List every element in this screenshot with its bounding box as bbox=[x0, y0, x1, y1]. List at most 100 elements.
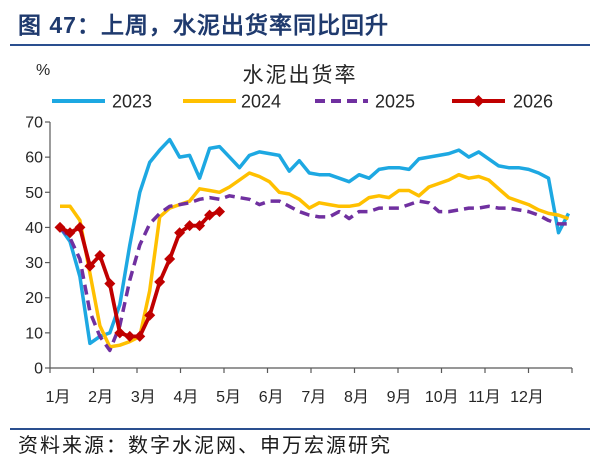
x-tick-label-12: 12月 bbox=[510, 389, 544, 406]
data-point-2025-48 bbox=[527, 210, 530, 213]
data-point-2026-8 bbox=[124, 330, 136, 342]
y-axis-unit-label: % bbox=[36, 62, 50, 79]
y-tick-label-10: 10 bbox=[25, 325, 43, 342]
data-point-2026-6 bbox=[104, 278, 116, 290]
data-point-2023-35 bbox=[397, 166, 400, 169]
data-point-2025-9 bbox=[138, 244, 141, 247]
data-point-2025-24 bbox=[288, 205, 291, 208]
data-point-2023-43 bbox=[477, 150, 480, 153]
data-point-2023-10 bbox=[148, 161, 151, 164]
data-point-2024-50 bbox=[547, 212, 550, 215]
series-line-2023 bbox=[58, 137, 571, 346]
data-point-2025-20 bbox=[248, 198, 251, 201]
data-point-2023-16 bbox=[208, 147, 211, 150]
x-tick-label-9: 9月 bbox=[387, 389, 412, 406]
data-point-2023-32 bbox=[368, 177, 371, 180]
data-point-2023-20 bbox=[248, 154, 251, 157]
axes: 0 10 20 30 40 50 60 70 1月 2月 3月 4月 5月 6月 7月 8月 9月 10月 11月 1… bbox=[25, 115, 573, 406]
data-point-2023-48 bbox=[527, 168, 530, 171]
data-point-2023-46 bbox=[507, 166, 510, 169]
y-tick-label-0: 0 bbox=[34, 361, 43, 378]
data-point-2025-18 bbox=[228, 194, 231, 197]
data-point-2023-34 bbox=[388, 166, 391, 169]
data-point-2024-52 bbox=[567, 217, 570, 220]
series-group bbox=[54, 137, 571, 353]
data-point-2023-22 bbox=[268, 152, 271, 155]
data-point-2026-5 bbox=[94, 250, 106, 262]
data-point-2023-27 bbox=[318, 173, 321, 176]
data-point-2025-43 bbox=[477, 207, 480, 210]
data-point-2024-37 bbox=[417, 194, 420, 197]
data-point-2024-27 bbox=[318, 201, 321, 204]
data-point-2024-16 bbox=[208, 189, 211, 192]
data-point-2025-45 bbox=[497, 207, 500, 210]
data-point-2025-46 bbox=[507, 207, 510, 210]
x-tick-label-4: 4月 bbox=[173, 389, 198, 406]
data-point-2024-42 bbox=[467, 177, 470, 180]
data-point-2025-27 bbox=[318, 215, 321, 218]
data-point-2025-22 bbox=[268, 200, 271, 203]
x-tick-label-5: 5月 bbox=[216, 389, 241, 406]
legend-label-2023: 2023 bbox=[112, 92, 152, 112]
data-point-2025-13 bbox=[178, 203, 181, 206]
data-point-2023-29 bbox=[338, 177, 341, 180]
series-2026 bbox=[54, 206, 226, 342]
data-point-2024-17 bbox=[218, 191, 221, 194]
data-point-2025-4 bbox=[88, 310, 91, 313]
data-point-2024-40 bbox=[447, 178, 450, 181]
data-point-2025-47 bbox=[517, 208, 520, 211]
data-point-2025-30 bbox=[348, 217, 351, 220]
title-rule bbox=[10, 44, 590, 46]
data-point-2024-26 bbox=[308, 207, 311, 210]
data-point-2023-41 bbox=[457, 149, 460, 152]
data-point-2025-15 bbox=[198, 198, 201, 201]
data-point-2024-3 bbox=[78, 219, 81, 222]
data-point-2023-3 bbox=[78, 275, 81, 278]
data-point-2023-50 bbox=[547, 177, 550, 180]
x-tick-label-6: 6月 bbox=[259, 389, 284, 406]
data-point-2025-11 bbox=[158, 212, 161, 215]
data-point-2024-5 bbox=[98, 324, 101, 327]
data-point-2023-45 bbox=[497, 164, 500, 167]
data-point-2024-30 bbox=[348, 205, 351, 208]
data-point-2024-2 bbox=[68, 205, 71, 208]
series-line-2024 bbox=[60, 171, 570, 349]
data-point-2025-8 bbox=[128, 279, 131, 282]
data-point-2025-41 bbox=[457, 208, 460, 211]
data-point-2024-21 bbox=[258, 175, 261, 178]
data-point-2023-40 bbox=[447, 152, 450, 155]
data-point-2024-41 bbox=[457, 173, 460, 176]
legend-item-2025: 2025 bbox=[315, 92, 415, 112]
data-point-2024-25 bbox=[298, 198, 301, 201]
legend-label-2025: 2025 bbox=[375, 92, 415, 112]
data-point-2025-28 bbox=[328, 215, 331, 218]
y-tick-label-50: 50 bbox=[25, 185, 43, 202]
data-point-2023-17 bbox=[218, 145, 221, 148]
data-point-2025-42 bbox=[467, 207, 470, 210]
data-point-2025-40 bbox=[447, 210, 450, 213]
data-point-2025-39 bbox=[437, 210, 440, 213]
data-point-2023-11 bbox=[158, 149, 161, 152]
data-point-2024-20 bbox=[248, 171, 251, 174]
data-point-2025-5 bbox=[98, 335, 101, 338]
data-point-2025-6 bbox=[108, 349, 111, 352]
data-point-2024-36 bbox=[407, 189, 410, 192]
data-point-2024-51 bbox=[557, 214, 560, 217]
data-point-2026-9 bbox=[134, 330, 146, 342]
data-point-2024-15 bbox=[198, 187, 201, 190]
data-point-2024-34 bbox=[388, 196, 391, 199]
data-point-2025-33 bbox=[378, 207, 381, 210]
y-tick-label-70: 70 bbox=[25, 115, 43, 132]
y-tick-label-60: 60 bbox=[25, 150, 43, 167]
data-point-2024-33 bbox=[378, 194, 381, 197]
data-point-2023-13 bbox=[178, 156, 181, 159]
data-point-2024-44 bbox=[487, 178, 490, 181]
data-point-2023-6 bbox=[108, 331, 111, 334]
data-point-2023-7 bbox=[118, 303, 121, 306]
data-point-2024-46 bbox=[507, 196, 510, 199]
data-point-2023-21 bbox=[258, 150, 261, 153]
data-point-2025-50 bbox=[547, 219, 550, 222]
legend-label-2024: 2024 bbox=[241, 92, 281, 112]
